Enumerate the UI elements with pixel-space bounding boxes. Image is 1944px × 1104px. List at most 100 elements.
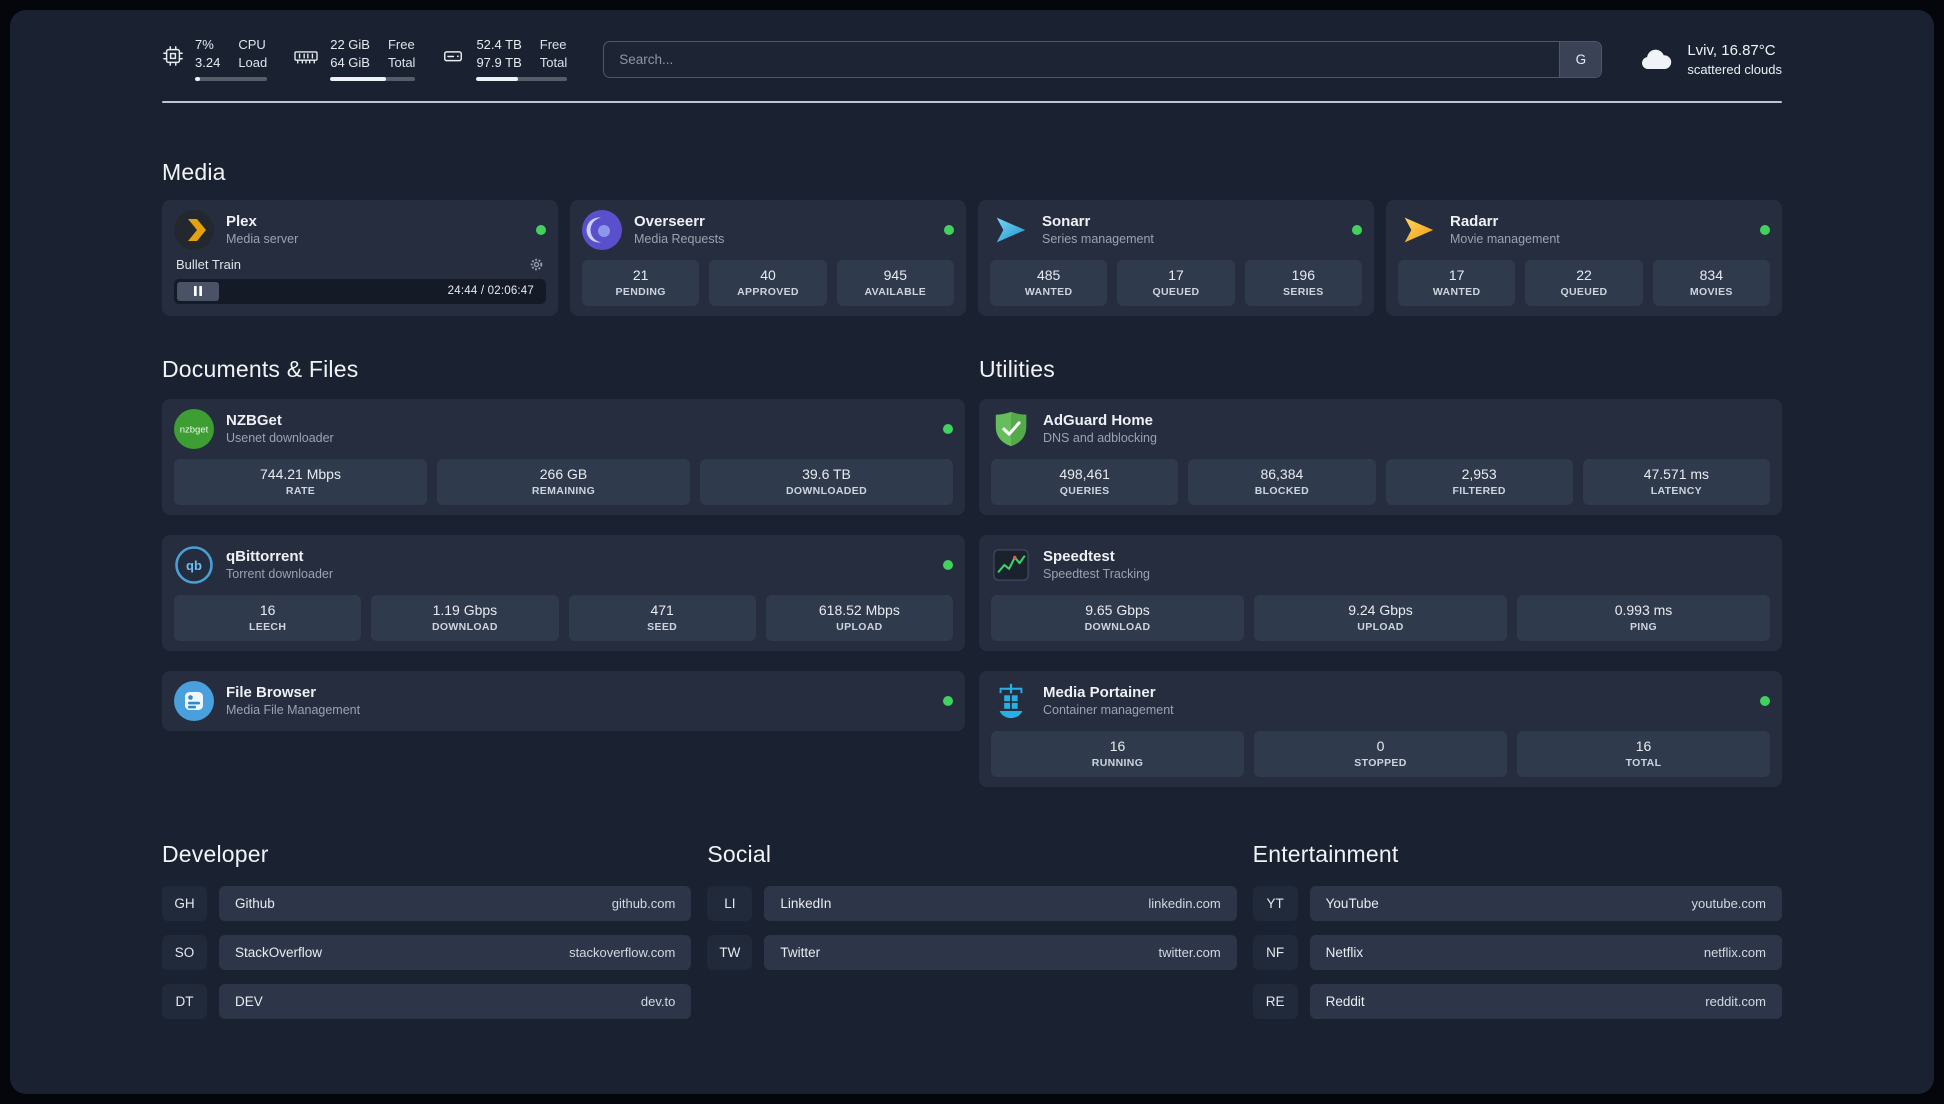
card-filebrowser[interactable]: File Browser Media File Management bbox=[162, 670, 965, 731]
bookmark-stackoverflow[interactable]: SO StackOverflow stackoverflow.com bbox=[162, 934, 692, 970]
radarr-stat-wanted: 17 WANTED bbox=[1398, 259, 1516, 306]
storage-widget: 52.4 TB 97.9 TB Free Total bbox=[441, 37, 568, 81]
stat-label: MOVIES bbox=[1689, 285, 1733, 298]
plex-status-dot bbox=[536, 224, 546, 235]
storage-progress-bar bbox=[476, 76, 568, 81]
stat-label: AVAILABLE bbox=[864, 285, 927, 298]
search-input[interactable] bbox=[604, 51, 1560, 67]
stat-label: REMAINING bbox=[531, 484, 596, 497]
stat-value: 17 bbox=[1448, 266, 1465, 283]
cpu-label: CPU bbox=[238, 37, 266, 52]
bookmark-dev[interactable]: DT DEV dev.to bbox=[162, 983, 692, 1019]
bookmark-twitter[interactable]: TW Twitter twitter.com bbox=[707, 934, 1237, 970]
memory-free-value: 22 GiB bbox=[330, 37, 370, 52]
social-bookmarks: Social LI LinkedIn linkedin.com TW Twitt… bbox=[707, 841, 1237, 1019]
stat-value: 834 bbox=[1699, 266, 1723, 283]
portainer-name: Media Portainer bbox=[1043, 683, 1156, 701]
adguard-stat-blocked: 86,384 BLOCKED bbox=[1188, 458, 1376, 505]
stat-value: 618.52 Mbps bbox=[818, 601, 900, 618]
pause-icon bbox=[194, 286, 202, 297]
bookmark-abbr: SO bbox=[162, 934, 207, 970]
stat-value: 266 GB bbox=[539, 465, 588, 482]
storage-total-label: Total bbox=[539, 54, 568, 70]
adguard-icon bbox=[991, 409, 1031, 449]
card-qbittorrent[interactable]: qb qBittorrent Torrent downloader 16 bbox=[162, 534, 965, 651]
radarr-name: Radarr bbox=[1450, 212, 1499, 230]
bookmark-abbr: GH bbox=[162, 885, 207, 921]
bookmark-url: stackoverflow.com bbox=[569, 944, 676, 960]
plex-icon bbox=[174, 209, 214, 250]
entertainment-bookmarks: Entertainment YT YouTube youtube.com NF … bbox=[1252, 841, 1782, 1019]
gear-icon[interactable] bbox=[529, 257, 544, 272]
card-sonarr[interactable]: Sonarr Series management 485 WANTED 17 Q… bbox=[978, 199, 1374, 316]
speedtest-subtitle: Speedtest Tracking bbox=[1043, 567, 1151, 582]
qbittorrent-stat-seed: 471 SEED bbox=[568, 594, 756, 641]
pause-button[interactable] bbox=[177, 281, 219, 301]
stat-value: 16 bbox=[259, 601, 276, 618]
bookmark-youtube[interactable]: YT YouTube youtube.com bbox=[1252, 885, 1782, 921]
documents-column: Documents & Files nzbget NZBGet Usenet d… bbox=[162, 356, 965, 787]
search-engine-button[interactable]: G bbox=[1559, 41, 1602, 77]
card-overseerr[interactable]: Overseerr Media Requests 21 PENDING 40 A… bbox=[570, 199, 966, 316]
cpu-widget: 7% 3.24 CPU Load bbox=[162, 37, 268, 81]
stat-label: LEECH bbox=[248, 620, 287, 633]
nzbget-icon: nzbget bbox=[174, 408, 214, 449]
card-plex[interactable]: Plex Media server Bullet Train bbox=[162, 199, 558, 316]
bookmark-abbr: LI bbox=[707, 885, 753, 921]
speedtest-stat-download: 9.65 Gbps DOWNLOAD bbox=[991, 594, 1244, 641]
sonarr-stat-wanted: 485 WANTED bbox=[990, 259, 1108, 306]
weather-widget: Lviv, 16.87°C scattered clouds bbox=[1638, 42, 1782, 77]
bookmark-url: reddit.com bbox=[1705, 993, 1766, 1009]
weather-location: Lviv, 16.87°C bbox=[1687, 41, 1776, 59]
nzbget-name: NZBGet bbox=[226, 411, 282, 429]
stat-label: STOPPED bbox=[1354, 756, 1407, 769]
svg-text:nzbget: nzbget bbox=[180, 424, 209, 435]
sonarr-status-dot bbox=[1352, 224, 1362, 235]
sonarr-stat-queued: 17 QUEUED bbox=[1117, 259, 1235, 306]
stat-label: WANTED bbox=[1432, 285, 1481, 298]
stat-value: 744.21 Mbps bbox=[260, 465, 341, 482]
adguard-stat-filtered: 2,953 FILTERED bbox=[1385, 458, 1573, 505]
stat-value: 16 bbox=[1635, 737, 1652, 754]
bookmark-abbr: RE bbox=[1252, 983, 1298, 1019]
dashboard: 7% 3.24 CPU Load bbox=[10, 10, 1934, 1094]
qbittorrent-icon: qb bbox=[174, 545, 214, 585]
card-portainer[interactable]: Media Portainer Container management 16 … bbox=[979, 670, 1782, 787]
qbittorrent-stat-leech: 16 LEECH bbox=[174, 594, 362, 641]
bookmark-reddit[interactable]: RE Reddit reddit.com bbox=[1252, 983, 1782, 1019]
bookmark-github[interactable]: GH Github github.com bbox=[162, 885, 692, 921]
portainer-stat-running: 16 RUNNING bbox=[991, 730, 1244, 777]
stat-value: 22 bbox=[1576, 266, 1592, 283]
bookmark-url: dev.to bbox=[640, 993, 676, 1009]
bookmark-abbr: YT bbox=[1252, 885, 1298, 921]
playback-progress-bar[interactable]: 24:44 / 02:06:47 bbox=[174, 278, 546, 304]
filebrowser-status-dot bbox=[943, 695, 953, 706]
nzbget-stat-rate: 744.21 Mbps RATE bbox=[174, 458, 427, 505]
section-title-documents: Documents & Files bbox=[162, 355, 359, 382]
speedtest-stat-upload: 9.24 Gbps UPLOAD bbox=[1254, 594, 1507, 641]
overseerr-name: Overseerr bbox=[634, 212, 705, 230]
stat-label: RUNNING bbox=[1091, 756, 1144, 769]
header-divider bbox=[162, 100, 1782, 103]
card-nzbget[interactable]: nzbget NZBGet Usenet downloader 744.21 M… bbox=[162, 398, 965, 515]
stat-label: TOTAL bbox=[1625, 756, 1662, 769]
top-bar: 7% 3.24 CPU Load bbox=[162, 37, 1782, 81]
nzbget-stat-remaining: 266 GB REMAINING bbox=[437, 458, 690, 505]
stat-label: APPROVED bbox=[737, 285, 799, 298]
portainer-status-dot bbox=[1760, 695, 1770, 706]
stat-value: 16 bbox=[1109, 737, 1126, 754]
bookmark-linkedin[interactable]: LI LinkedIn linkedin.com bbox=[707, 885, 1237, 921]
card-speedtest[interactable]: Speedtest Speedtest Tracking 9.65 Gbps D… bbox=[979, 534, 1782, 651]
search-bar: G bbox=[603, 40, 1603, 78]
overseerr-subtitle: Media Requests bbox=[634, 232, 725, 247]
bookmark-netflix[interactable]: NF Netflix netflix.com bbox=[1252, 934, 1782, 970]
portainer-stat-stopped: 0 STOPPED bbox=[1254, 730, 1507, 777]
card-adguard[interactable]: AdGuard Home DNS and adblocking 498,461 … bbox=[979, 398, 1782, 515]
stat-value: 40 bbox=[760, 266, 776, 283]
stat-value: 47.571 ms bbox=[1643, 465, 1710, 482]
qbittorrent-subtitle: Torrent downloader bbox=[226, 567, 334, 582]
stat-label: WANTED bbox=[1024, 285, 1073, 298]
adguard-stat-latency: 47.571 ms LATENCY bbox=[1582, 458, 1770, 505]
card-radarr[interactable]: Radarr Movie management 17 WANTED 22 QUE… bbox=[1386, 199, 1782, 316]
memory-total-value: 64 GiB bbox=[330, 54, 370, 70]
